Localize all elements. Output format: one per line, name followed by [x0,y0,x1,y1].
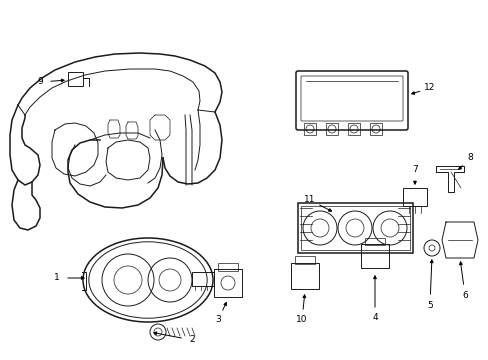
Text: 1: 1 [54,274,60,283]
Text: 2: 2 [189,336,194,345]
Text: 12: 12 [424,84,435,93]
Text: 10: 10 [296,315,307,324]
Text: 5: 5 [426,301,432,310]
Text: 11: 11 [304,195,315,204]
Text: 6: 6 [461,291,467,300]
Text: 8: 8 [466,153,472,162]
Text: 9: 9 [37,77,43,86]
Text: 4: 4 [371,314,377,323]
Text: 7: 7 [411,166,417,175]
Text: 3: 3 [215,315,221,324]
